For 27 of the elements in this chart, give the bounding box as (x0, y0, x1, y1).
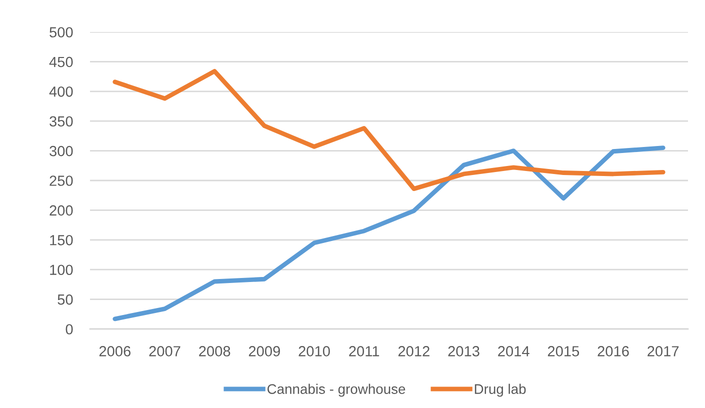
x-tick-label: 2008 (199, 346, 230, 356)
x-tick-label: 2016 (598, 346, 629, 356)
y-tick-label: 50 (58, 294, 73, 305)
x-tick-label: 2015 (548, 346, 580, 356)
x-tick-label: 2006 (99, 346, 130, 356)
x-tick-label: 2013 (448, 346, 480, 356)
line-series (112, 68, 666, 192)
x-tick-label: 2012 (398, 346, 430, 356)
x-tick-label: 2010 (298, 346, 330, 356)
y-tick-label: 300 (50, 146, 73, 156)
legend-label: Drug lab (474, 384, 526, 397)
x-tick-label: 2011 (349, 346, 380, 356)
y-tick-label: 0 (66, 324, 73, 334)
legend-label: Cannabis - growhouse (267, 384, 406, 397)
y-tick-label: 400 (49, 86, 73, 97)
x-tick-label: 2017 (648, 346, 679, 356)
x-tick-label: 2014 (498, 346, 530, 356)
y-tick-label: 500 (50, 27, 73, 38)
y-tick-label: 100 (50, 264, 73, 276)
x-tick-label: 2009 (248, 346, 280, 356)
y-tick-label: 450 (49, 56, 73, 68)
line-series (112, 146, 666, 322)
x-tick-label: 2007 (149, 346, 180, 356)
y-tick-label: 150 (50, 235, 73, 246)
y-tick-label: 250 (50, 176, 73, 186)
y-tick-label: 200 (50, 205, 73, 216)
y-tick-label: 350 (50, 116, 73, 127)
